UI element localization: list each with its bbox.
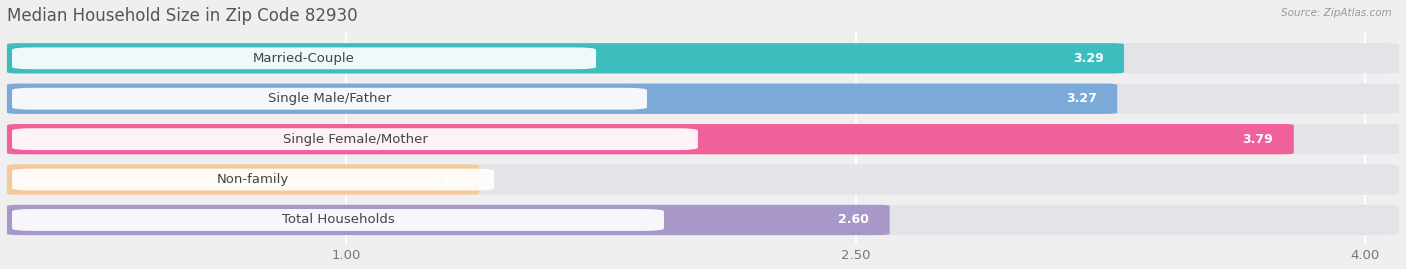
FancyBboxPatch shape — [7, 205, 1399, 235]
FancyBboxPatch shape — [13, 209, 664, 231]
FancyBboxPatch shape — [7, 124, 1399, 154]
FancyBboxPatch shape — [7, 84, 1118, 114]
FancyBboxPatch shape — [7, 84, 1399, 114]
Text: 1.39: 1.39 — [427, 173, 458, 186]
Text: Non-family: Non-family — [217, 173, 290, 186]
FancyBboxPatch shape — [7, 205, 890, 235]
FancyBboxPatch shape — [7, 164, 479, 195]
FancyBboxPatch shape — [13, 88, 647, 110]
Text: 3.27: 3.27 — [1066, 92, 1097, 105]
Text: Single Female/Mother: Single Female/Mother — [283, 133, 427, 146]
FancyBboxPatch shape — [7, 43, 1399, 73]
Text: 3.79: 3.79 — [1243, 133, 1274, 146]
Text: Median Household Size in Zip Code 82930: Median Household Size in Zip Code 82930 — [7, 7, 357, 25]
Text: Single Male/Father: Single Male/Father — [269, 92, 391, 105]
Text: 3.29: 3.29 — [1073, 52, 1104, 65]
Text: Total Households: Total Households — [281, 213, 394, 226]
Text: 2.60: 2.60 — [838, 213, 869, 226]
Text: Married-Couple: Married-Couple — [253, 52, 354, 65]
FancyBboxPatch shape — [7, 43, 1123, 73]
FancyBboxPatch shape — [7, 164, 1399, 195]
FancyBboxPatch shape — [13, 47, 596, 69]
Text: Source: ZipAtlas.com: Source: ZipAtlas.com — [1281, 8, 1392, 18]
FancyBboxPatch shape — [13, 128, 697, 150]
FancyBboxPatch shape — [13, 169, 494, 190]
FancyBboxPatch shape — [7, 124, 1294, 154]
